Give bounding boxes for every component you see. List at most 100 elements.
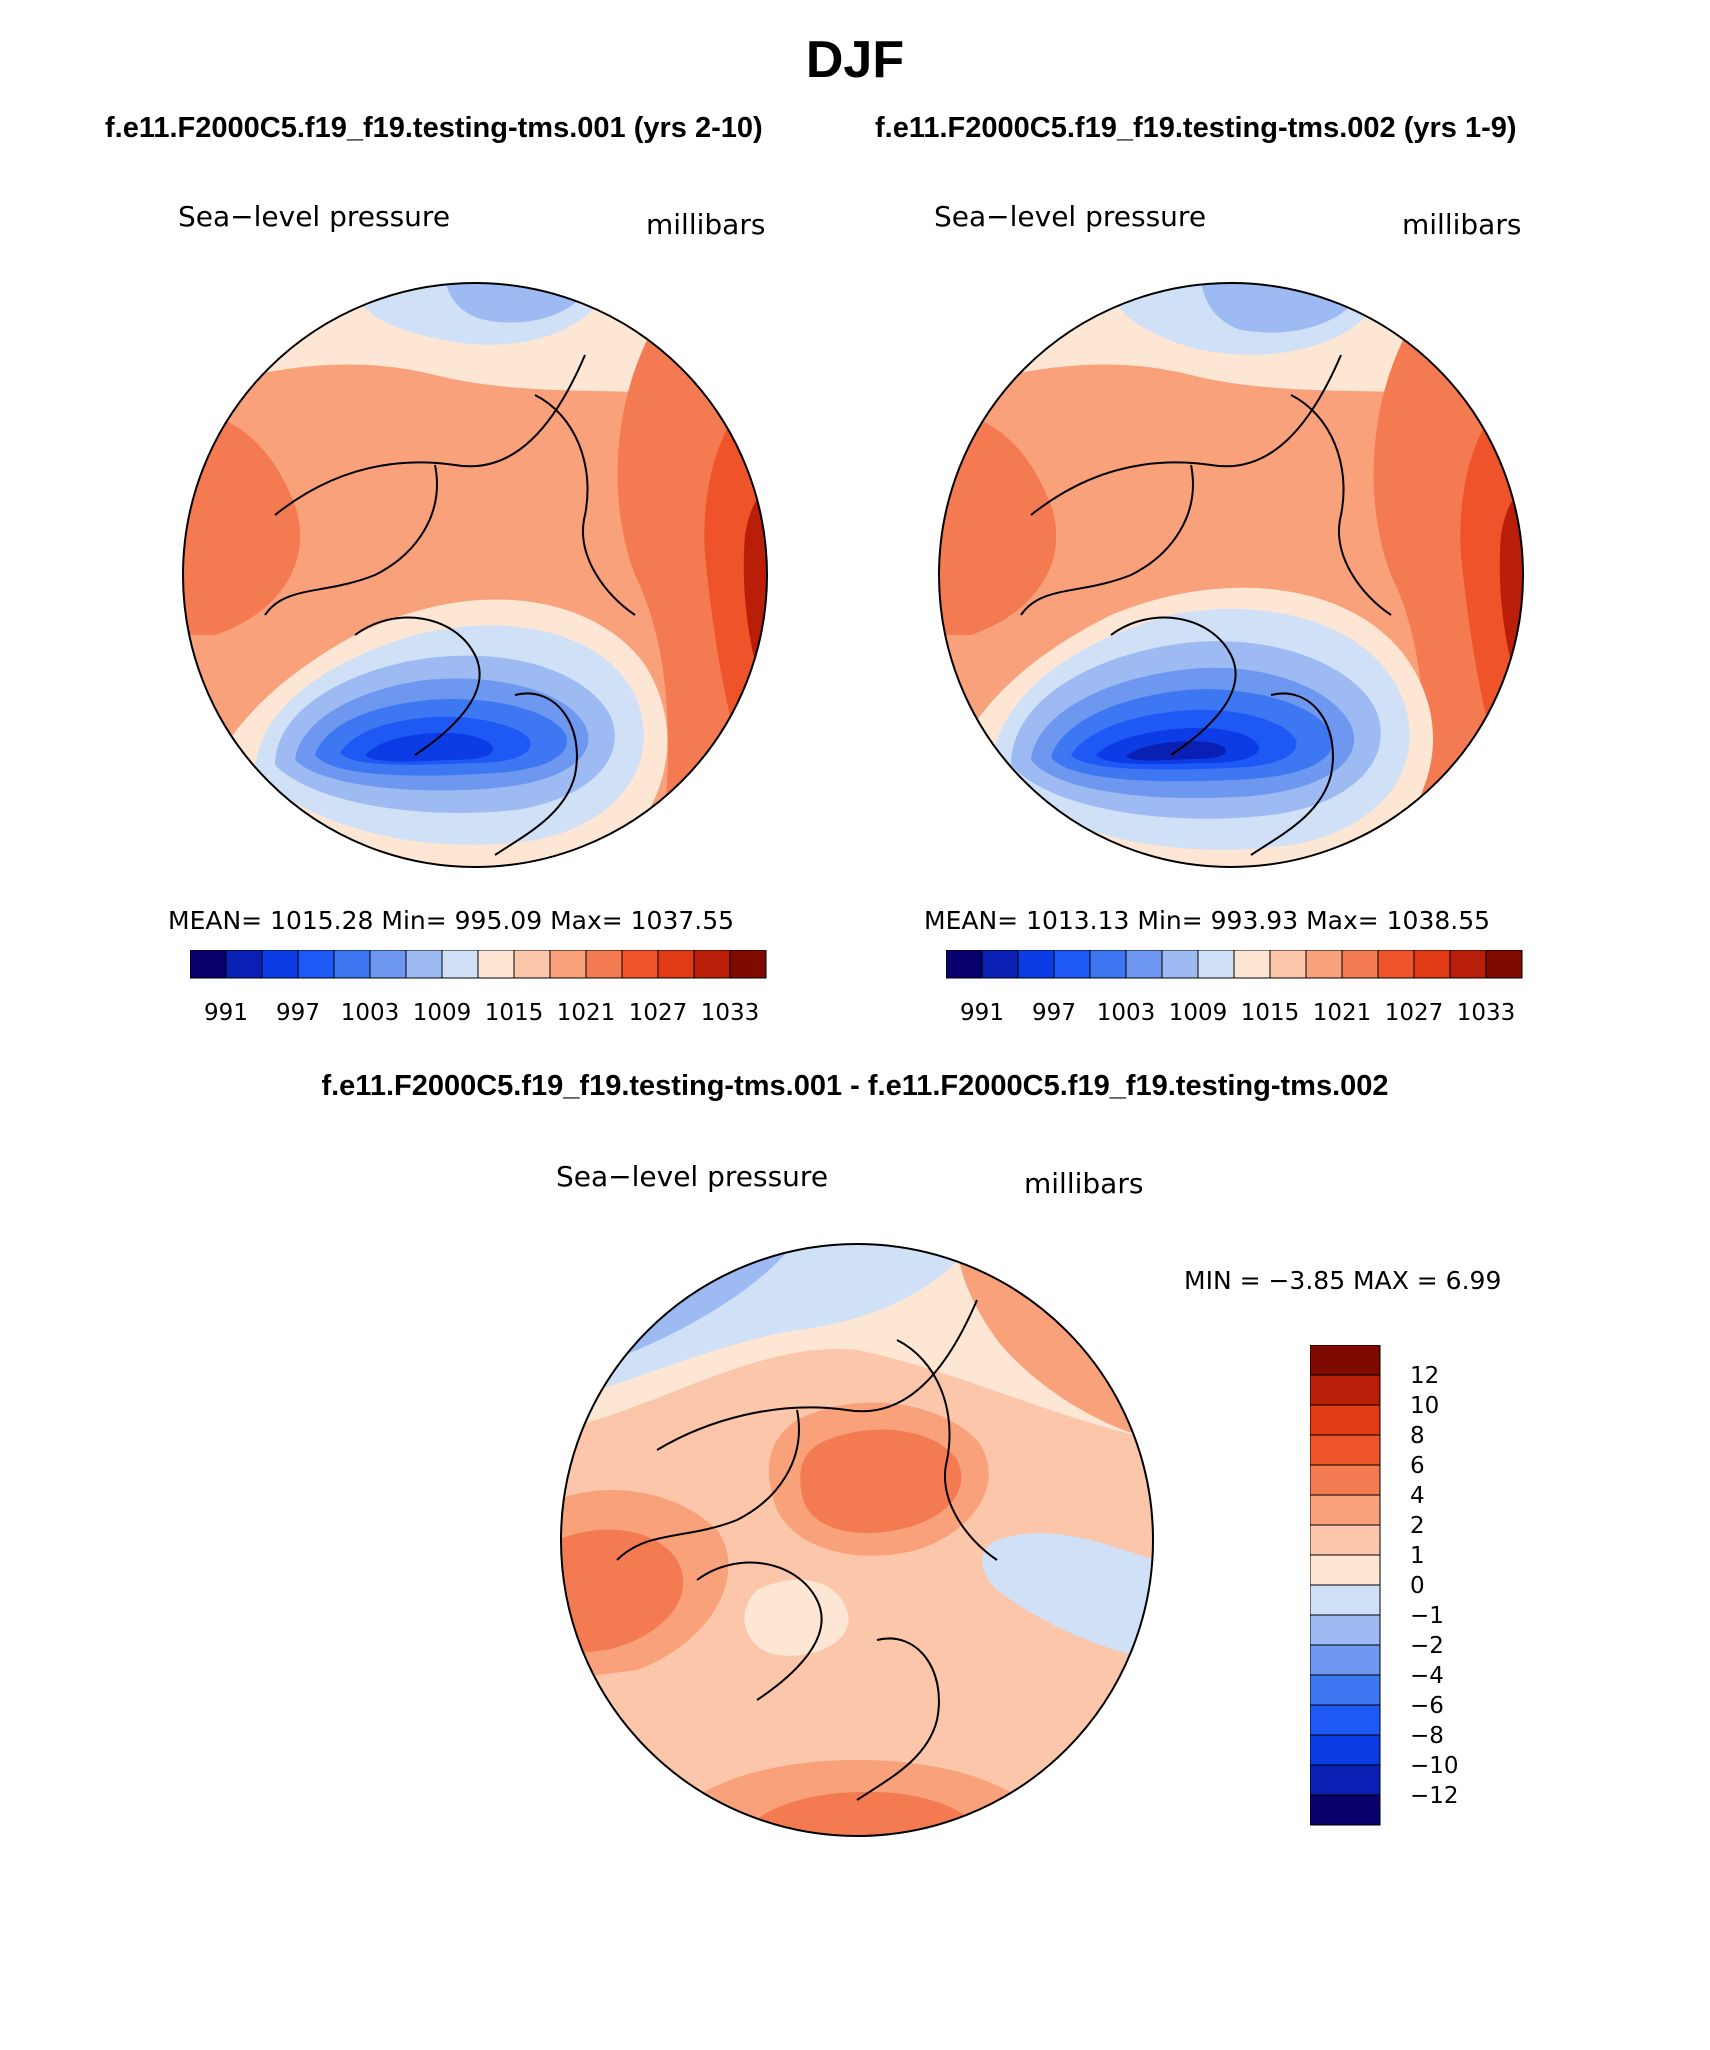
- colorbar-swatch: [1310, 1644, 1381, 1676]
- colorbar-tick-label: 991: [204, 1000, 248, 1026]
- panel-1-slp-map: [182, 282, 768, 868]
- difference-title: f.e11.F2000C5.f19_f19.testing-tms.001 - …: [321, 1070, 1389, 1102]
- colorbar-swatch: [729, 950, 767, 979]
- case-title-2: f.e11.F2000C5.f19_f19.testing-tms.002 (y…: [875, 112, 1517, 144]
- colorbar-tick-label: 1027: [1385, 1000, 1444, 1026]
- colorbar-tick-label: 6: [1410, 1453, 1425, 1479]
- colorbar-tick-label: −6: [1410, 1693, 1444, 1719]
- colorbar-swatch: [1310, 1524, 1381, 1556]
- colorbar-swatch: [1310, 1494, 1381, 1526]
- colorbar-swatch: [297, 950, 335, 979]
- difference-colorbar: 12 10 8 6 4 2 1 0 −1 −2 −4 −6 −8 −10 −12: [1310, 1345, 1459, 1826]
- colorbar-swatch: [1310, 1404, 1381, 1436]
- colorbar-tick-label: 1033: [701, 1000, 760, 1026]
- colorbar-swatch: [405, 950, 443, 979]
- colorbar-tick-label: 12: [1410, 1363, 1439, 1389]
- colorbar-swatch: [1413, 950, 1451, 979]
- colorbar-swatch: [369, 950, 407, 979]
- atlantic-low-core: [365, 732, 494, 762]
- panel-1-colorbar: 991 997 1003 1009 1015 1021 1027 1033: [190, 950, 767, 1026]
- diff-stats: MIN = −3.85 MAX = 6.99: [1184, 1266, 1502, 1295]
- colorbar-swatch: [1341, 950, 1379, 979]
- colorbar-swatch: [1161, 950, 1199, 979]
- colorbar-tick-label: 8: [1410, 1423, 1425, 1449]
- colorbar-swatch: [477, 950, 515, 979]
- colorbar-tick-label: 1009: [413, 1000, 472, 1026]
- colorbar-swatch: [1197, 950, 1235, 979]
- colorbar-swatch: [1310, 1434, 1381, 1466]
- colorbar-tick-label: −1: [1410, 1603, 1444, 1629]
- map-border: [938, 282, 1524, 868]
- colorbar-swatch: [621, 950, 659, 979]
- panel-1-variable-label: Sea−level pressure: [178, 200, 451, 233]
- colorbar-tick-label: −8: [1410, 1723, 1444, 1749]
- panel-2-stats: MEAN= 1013.13 Min= 993.93 Max= 1038.55: [924, 906, 1491, 935]
- colorbar-swatch: [1305, 950, 1343, 979]
- colorbar-swatch: [1310, 1734, 1381, 1766]
- colorbar-swatch: [1089, 950, 1127, 979]
- east-high-core: [743, 485, 767, 725]
- colorbar-tick-label: 997: [1032, 1000, 1076, 1026]
- colorbar-swatch: [1377, 950, 1415, 979]
- colorbar-tick-label: 1003: [341, 1000, 400, 1026]
- panel-1-stats: MEAN= 1015.28 Min= 995.09 Max= 1037.55: [168, 906, 735, 935]
- colorbar-swatch: [190, 950, 227, 979]
- colorbar-swatch: [1310, 1794, 1381, 1826]
- colorbar-tick-label: 1015: [1241, 1000, 1300, 1026]
- colorbar-tick-label: 1021: [557, 1000, 616, 1026]
- case-title-1: f.e11.F2000C5.f19_f19.testing-tms.001 (y…: [105, 112, 763, 144]
- colorbar-swatch: [1269, 950, 1307, 979]
- colorbar-tick-label: 1033: [1457, 1000, 1516, 1026]
- colorbar-swatch: [585, 950, 623, 979]
- west-positive-core: [561, 1529, 684, 1655]
- coastlines: [264, 354, 636, 856]
- greenland-neutral-contour: [744, 1579, 849, 1656]
- panel-2-colorbar: 991 997 1003 1009 1015 1021 1027 1033: [946, 950, 1523, 1026]
- arctic-positive-core: [800, 1429, 962, 1534]
- colorbar-swatch: [513, 950, 551, 979]
- colorbar-tick-label: 1027: [629, 1000, 688, 1026]
- colorbar-swatch: [981, 950, 1019, 979]
- colorbar-tick-label: 1003: [1097, 1000, 1156, 1026]
- colorbar-swatch: [333, 950, 371, 979]
- colorbar-swatch: [549, 950, 587, 979]
- colorbar-swatch: [1310, 1704, 1381, 1736]
- panel-2-variable-label: Sea−level pressure: [934, 200, 1207, 233]
- colorbar-swatch: [1310, 1674, 1381, 1706]
- colorbar-swatch: [261, 950, 299, 979]
- colorbar-tick-label: −2: [1410, 1633, 1444, 1659]
- colorbar-tick-label: 0: [1410, 1573, 1425, 1599]
- colorbar-swatch: [1449, 950, 1487, 979]
- colorbar-tick-label: 1009: [1169, 1000, 1228, 1026]
- map-border: [560, 1243, 1154, 1837]
- colorbar-swatch: [1310, 1614, 1381, 1646]
- diff-variable-label: Sea−level pressure: [556, 1160, 829, 1193]
- colorbar-tick-label: −4: [1410, 1663, 1444, 1689]
- colorbar-tick-label: 4: [1410, 1483, 1425, 1509]
- coastlines: [616, 1299, 998, 1801]
- colorbar-swatch: [1310, 1374, 1381, 1406]
- east-high-core: [1499, 485, 1523, 725]
- panel-2-slp-map: [938, 282, 1524, 868]
- colorbar-swatch: [1310, 1584, 1381, 1616]
- colorbar-swatch: [657, 950, 695, 979]
- colorbar-tick-label: 997: [276, 1000, 320, 1026]
- coastlines: [1020, 354, 1392, 856]
- colorbar-swatch: [946, 950, 983, 979]
- colorbar-swatch: [1310, 1554, 1381, 1586]
- colorbar-tick-label: −10: [1410, 1753, 1459, 1779]
- colorbar-tick-label: 1: [1410, 1543, 1425, 1569]
- east-negative-contour: [982, 1533, 1153, 1660]
- colorbar-swatch: [1310, 1345, 1381, 1376]
- map-border: [182, 282, 768, 868]
- difference-slp-map: [560, 1243, 1154, 1837]
- diff-units-label: millibars: [1024, 1167, 1144, 1200]
- colorbar-swatch: [1485, 950, 1523, 979]
- colorbar-tick-label: −12: [1410, 1783, 1459, 1809]
- colorbar-tick-label: 2: [1410, 1513, 1425, 1539]
- colorbar-tick-label: 1015: [485, 1000, 544, 1026]
- colorbar-swatch: [1017, 950, 1055, 979]
- colorbar-tick-label: 1021: [1313, 1000, 1372, 1026]
- colorbar-swatch: [1310, 1464, 1381, 1496]
- colorbar-swatch: [225, 950, 263, 979]
